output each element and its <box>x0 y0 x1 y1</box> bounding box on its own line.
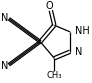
Text: CH₃: CH₃ <box>47 71 62 81</box>
Text: N: N <box>1 61 8 71</box>
Text: O: O <box>45 1 53 11</box>
Text: N: N <box>75 47 82 58</box>
Text: N: N <box>1 13 8 23</box>
Text: NH: NH <box>75 26 90 36</box>
